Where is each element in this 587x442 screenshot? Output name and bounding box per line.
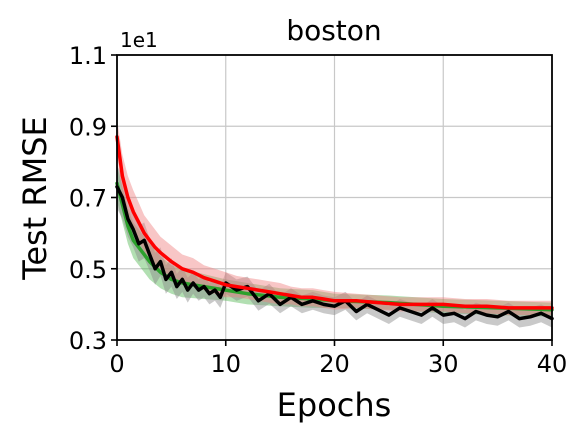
grid-lines: [117, 55, 552, 340]
x-tick-label: 40: [537, 350, 568, 378]
series-band-0: [117, 165, 552, 317]
y-tick-label: 0.7: [69, 185, 107, 213]
y-tick-label: 0.3: [69, 327, 107, 355]
x-tick-label: 0: [109, 350, 124, 378]
x-tick-label: 30: [428, 350, 459, 378]
series-line-1: [115, 185, 554, 321]
y-tick-label: 0.5: [69, 256, 107, 284]
x-axis-label: Epochs: [277, 386, 392, 424]
y-offset-label: 1e1: [120, 28, 158, 52]
y-tick-label: 0.9: [69, 113, 107, 141]
series-lines: [115, 135, 554, 321]
chart-title: boston: [286, 14, 381, 47]
y-axis-label: Test RMSE: [16, 116, 54, 281]
x-tick-label: 20: [319, 350, 350, 378]
tick-marks: 0 10 20 30 40 0.3 0.5 0.7 0.9 1.1: [69, 42, 567, 378]
series-line-2: [115, 135, 554, 310]
x-tick-label: 10: [210, 350, 241, 378]
y-tick-label: 1.1: [69, 42, 107, 70]
